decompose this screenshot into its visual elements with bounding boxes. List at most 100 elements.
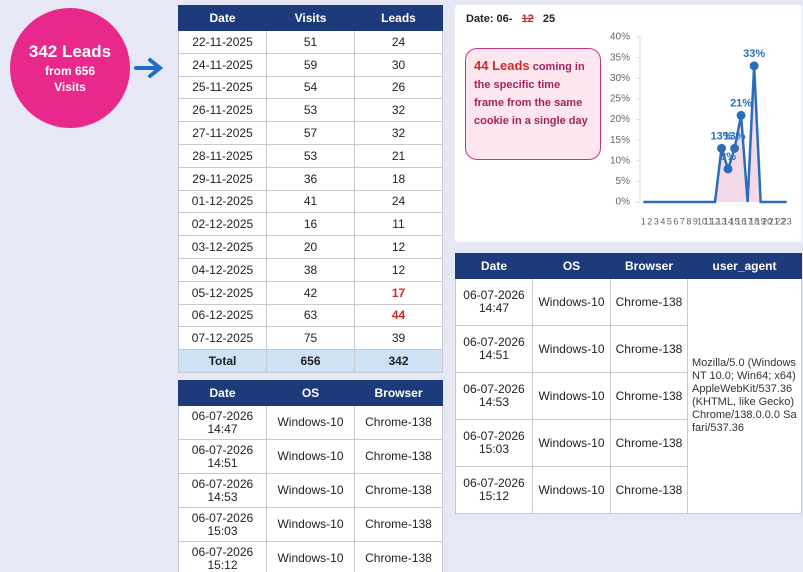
cell: 59 <box>266 52 355 77</box>
header-cell: Date <box>178 5 267 31</box>
area <box>643 65 787 202</box>
value-label: 13% <box>711 130 733 142</box>
cell: 51 <box>266 30 355 54</box>
x-tick-label: 22 <box>775 216 785 226</box>
cell: Windows-10 <box>266 439 355 474</box>
cell: 06-07-2026 15:12 <box>178 541 267 572</box>
sessions-table: Date OS Browser 06-07-2026 14:47 Windows-10 C… <box>178 380 443 572</box>
cell: 01-12-2025 <box>178 189 267 214</box>
cell: 04-12-2025 <box>178 257 267 282</box>
y-tick-label: 20% <box>610 114 630 125</box>
callout-highlight: 44 Leads <box>474 58 530 73</box>
x-tick-label: 4 <box>660 216 665 226</box>
x-tick-label: 8 <box>686 216 691 226</box>
data-row: 06-07-2026 14:53 Windows-10 Chrome-138 <box>178 473 443 508</box>
badge-visits: Visits <box>54 80 86 94</box>
date-label: Date: 06- <box>466 13 513 25</box>
cell: 06-07-2026 15:03 <box>178 507 267 542</box>
data-row: 06-07-2026 15:03 Windows-10 Chrome-138 <box>178 507 443 542</box>
header-cell: Browser <box>354 380 443 406</box>
cell: 36 <box>266 166 355 191</box>
cell: Windows-10 <box>532 372 611 420</box>
total-row: Total 656 342 <box>178 349 443 373</box>
cell: 26 <box>354 75 443 100</box>
data-row: 06-07-2026 14:51 Windows-10 Chrome-138 <box>455 325 802 373</box>
cell: 32 <box>354 121 443 145</box>
x-tick-label: 11 <box>704 216 713 226</box>
point <box>717 143 727 153</box>
x-tick-label: 21 <box>769 216 779 226</box>
total-cell: 656 <box>266 349 355 373</box>
x-tick-label: 5 <box>667 216 672 226</box>
x-tick-label: 20 <box>762 216 772 226</box>
date-struck: 12 <box>521 13 534 25</box>
cell: 53 <box>266 143 355 168</box>
x-tick-label: 16 <box>736 216 746 226</box>
value-label: 21% <box>730 97 752 109</box>
cell: Windows-10 <box>266 541 355 572</box>
x-tick-label: 7 <box>680 216 685 226</box>
data-row: 28-11-2025 53 21 <box>178 143 443 168</box>
cell: 06-07-2026 14:53 <box>455 372 533 420</box>
data-row: 02-12-2025 16 11 <box>178 212 443 237</box>
line <box>643 65 787 204</box>
date-rest: 25 <box>542 13 556 25</box>
header-cell: OS <box>532 253 611 279</box>
cell: Chrome-138 <box>354 405 443 440</box>
x-tick-label: 14 <box>723 216 733 226</box>
cell: 26-11-2025 <box>178 98 267 123</box>
data-row: 04-12-2025 38 12 <box>178 257 443 282</box>
cell: 22-11-2025 <box>178 30 267 54</box>
y-tick-label: 15% <box>610 135 630 146</box>
cell: Chrome-138 <box>610 466 688 514</box>
point <box>730 143 740 153</box>
cell: 75 <box>266 326 355 351</box>
point <box>736 110 746 120</box>
cell: 21 <box>354 143 443 168</box>
x-tick-label: 15 <box>730 216 740 226</box>
cell: 06-07-2026 15:03 <box>455 419 533 467</box>
cell: 12 <box>354 257 443 282</box>
cell: 42 <box>266 280 355 305</box>
data-row: 03-12-2025 20 12 <box>178 235 443 259</box>
user-agent-cell: Mozilla/5.0 (Windows NT 10.0; Win64; x64… <box>687 278 802 514</box>
cell: Windows-10 <box>532 325 611 373</box>
cell: Windows-10 <box>532 278 611 326</box>
data-row: 22-11-2025 51 24 <box>178 30 443 54</box>
cell: Chrome-138 <box>610 278 688 326</box>
chart-panel: Date: 06- 12 25 44 Leads coming in the s… <box>455 5 802 242</box>
x-tick-label: 2 <box>647 216 652 226</box>
cell: 27-11-2025 <box>178 121 267 145</box>
cell: 03-12-2025 <box>178 235 267 259</box>
cell: 44 <box>354 303 443 328</box>
x-tick-label: 6 <box>673 216 678 226</box>
cell: 24-11-2025 <box>178 52 267 77</box>
cell: Chrome-138 <box>610 419 688 467</box>
x-tick-label: 10 <box>697 216 707 226</box>
data-row: 29-11-2025 36 18 <box>178 166 443 191</box>
x-tick-label: 13 <box>717 216 727 226</box>
data-row: 06-07-2026 14:47 Windows-10 Chrome-138 <box>178 405 443 440</box>
data-row: 06-07-2026 15:12 Windows-10 Chrome-138 <box>455 466 802 514</box>
header-row: Date OS Browser <box>178 380 443 406</box>
callout: 44 Leads coming in the specific time fra… <box>465 48 601 160</box>
x-tick-label: 12 <box>710 216 720 226</box>
cell: 02-12-2025 <box>178 212 267 237</box>
cell: 06-07-2026 15:12 <box>455 466 533 514</box>
y-tick-label: 10% <box>610 155 630 166</box>
cell: Windows-10 <box>266 507 355 542</box>
data-row: 05-12-2025 42 17 <box>178 280 443 305</box>
badge-from: from 656 <box>44 64 96 78</box>
cell: 28-11-2025 <box>178 143 267 168</box>
value-label: 33% <box>743 48 765 60</box>
cell: Windows-10 <box>266 405 355 440</box>
cell: 38 <box>266 257 355 282</box>
y-tick-label: 35% <box>610 52 630 63</box>
cell: 07-12-2025 <box>178 326 267 351</box>
cell: 12 <box>354 235 443 259</box>
badge-leads: 342 Leads <box>28 42 112 61</box>
x-tick-label: 9 <box>693 216 698 226</box>
data-row: 26-11-2025 53 32 <box>178 98 443 123</box>
cell: Windows-10 <box>532 466 611 514</box>
